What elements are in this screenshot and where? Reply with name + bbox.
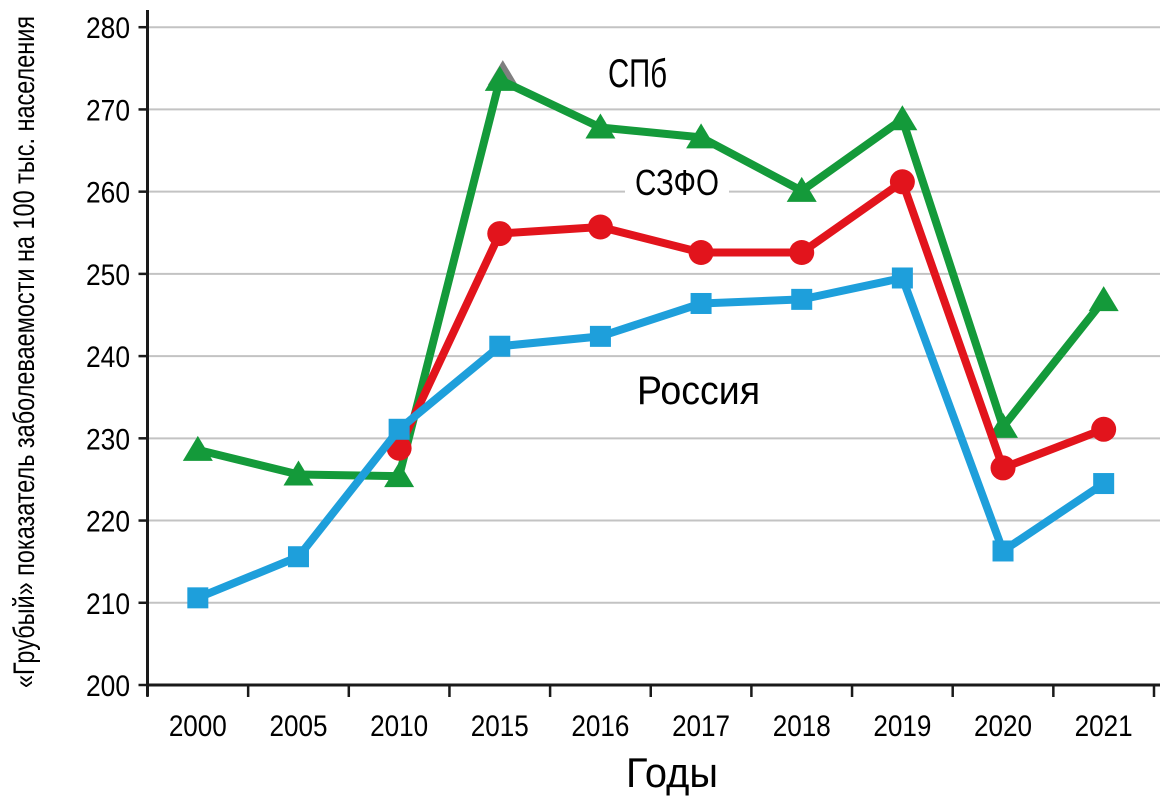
x-tick-label-2005: 2005 (269, 710, 327, 743)
x-tick-label-2000: 2000 (169, 710, 227, 743)
series-line-2-Россия (193, 273, 1108, 602)
marker-Россия-2010 (388, 418, 410, 440)
x-tick-label-2021: 2021 (1075, 710, 1133, 743)
marker-СПб-2010 (384, 462, 415, 488)
marker-СПб-2015 (484, 65, 515, 91)
series-label-Россия: Россия (637, 369, 760, 413)
marker-Россия-2019 (891, 267, 913, 289)
marker-Россия-2000 (187, 587, 209, 609)
marker-СПб-2020 (988, 412, 1019, 438)
marker-Россия-2020 (992, 540, 1014, 562)
marker-СЗФО-2016 (587, 214, 613, 240)
y-tick-label-240: 240 (86, 341, 130, 374)
y-tick-label-280: 280 (86, 12, 130, 45)
y-tick-label-250: 250 (86, 259, 130, 292)
y-tick-label-260: 260 (86, 177, 130, 210)
series-label-СЗФО: СЗФО (635, 162, 719, 203)
x-tick-label-2015: 2015 (471, 710, 529, 743)
x-tick-label-2017: 2017 (672, 710, 730, 743)
x-tick-label-2020: 2020 (974, 710, 1032, 743)
marker-Россия-2018 (791, 288, 813, 310)
marker-СПб-2016 (585, 113, 616, 139)
y-axis-title: «Грубый» показатель заболеваемости на 10… (8, 16, 41, 688)
x-axis-title: Годы (626, 749, 718, 796)
y-tick-label-220: 220 (86, 506, 130, 539)
marker-СПб-2005 (283, 460, 314, 486)
x-tick-label-2018: 2018 (773, 710, 831, 743)
marker-СПб-2018 (786, 176, 817, 202)
marker-Россия-2016 (589, 325, 611, 347)
marker-СЗФО-2018 (789, 239, 815, 265)
x-tick-label-2016: 2016 (571, 710, 629, 743)
marker-СЗФО-2020 (990, 455, 1016, 481)
x-tick-label-2019: 2019 (873, 710, 931, 743)
y-tick-label-210: 210 (86, 588, 130, 621)
series-line-0-СПб (193, 75, 1108, 481)
marker-Россия-2017 (690, 292, 712, 314)
y-tick-label-230: 230 (86, 423, 130, 456)
marker-СЗФО-2021 (1091, 416, 1117, 442)
series-label-bg-СЗФО (625, 166, 729, 202)
marker-СПб-2021 (1088, 286, 1119, 312)
marker-СПб-2000 (182, 435, 213, 461)
marker-СЗФО-2017 (688, 239, 714, 265)
marker-СПб-2019 (887, 105, 918, 131)
marker-СПб-2017 (686, 123, 717, 149)
marker-Россия-2005 (287, 546, 309, 568)
series-line-1-СЗФО (395, 177, 1108, 472)
marker-СЗФО-2019 (889, 169, 915, 195)
marker-Россия-2021 (1093, 473, 1115, 495)
x-tick-label-2010: 2010 (370, 710, 428, 743)
y-tick-label-200: 200 (86, 670, 130, 703)
series-label-СПб: СПб (608, 52, 667, 96)
marker-СЗФО-2015 (487, 221, 513, 247)
y-tick-label-270: 270 (86, 94, 130, 127)
marker-Россия-2015 (489, 335, 511, 357)
